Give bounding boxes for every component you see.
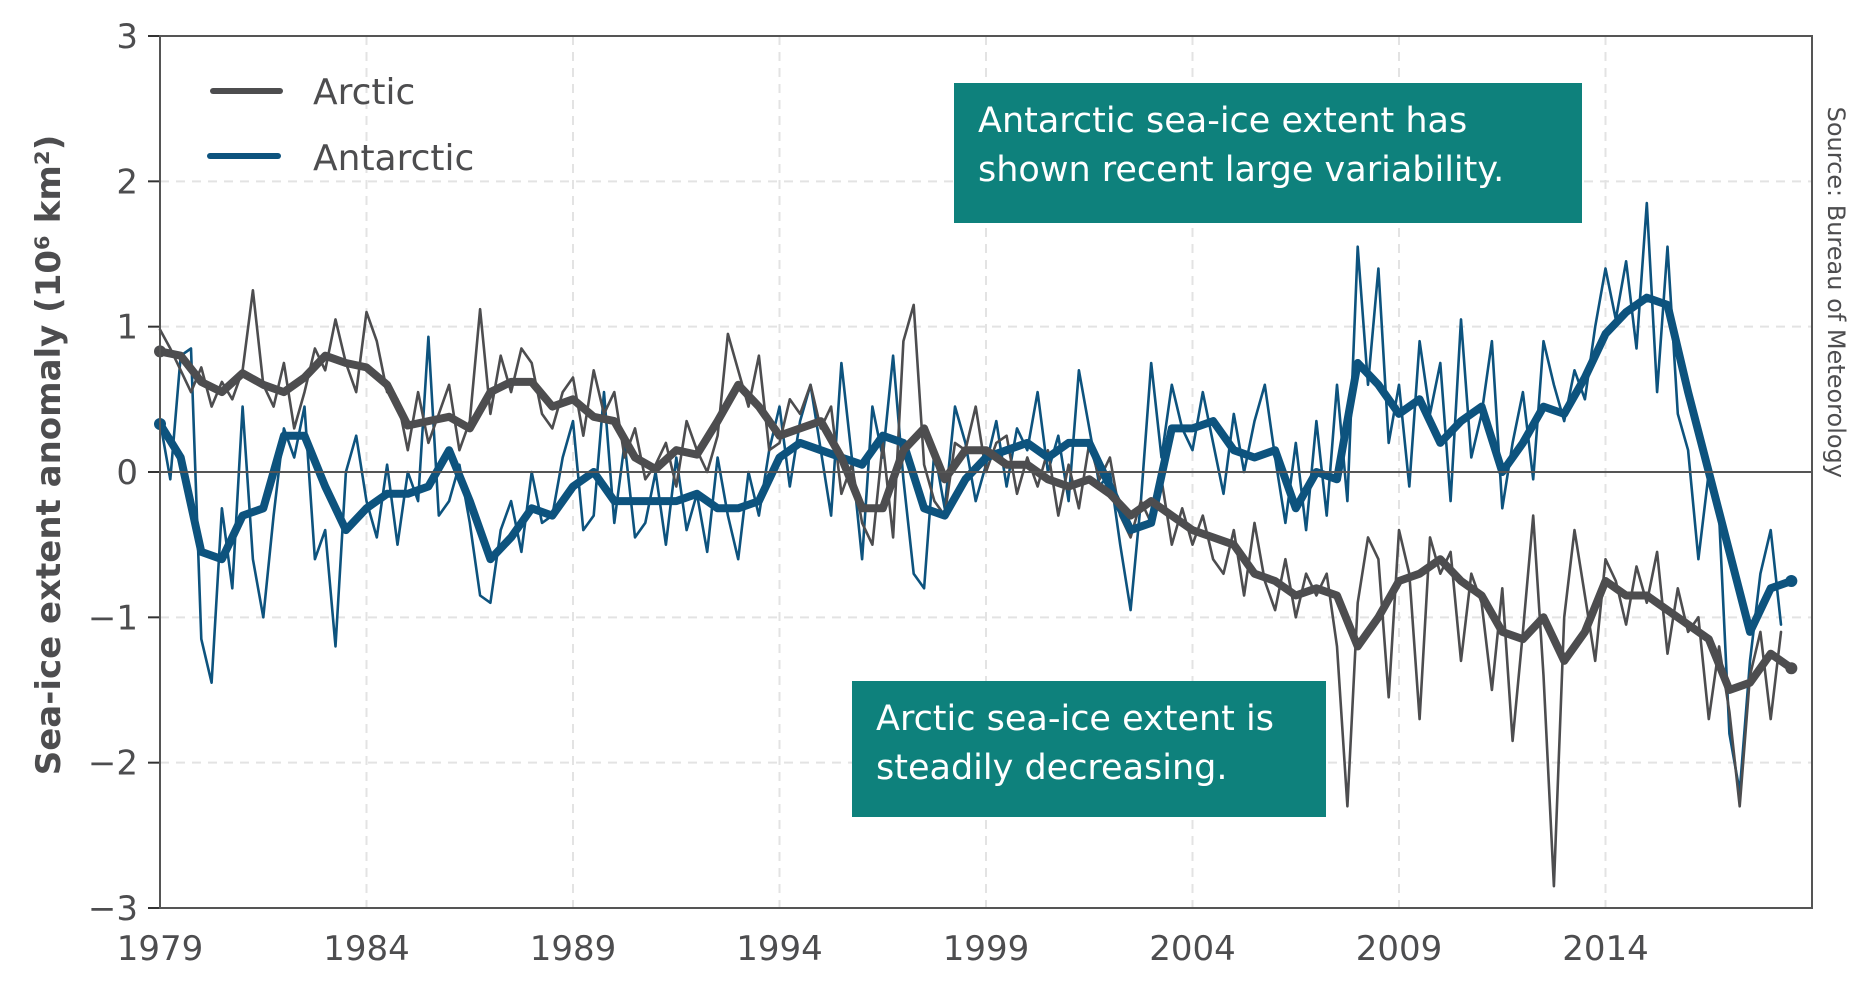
arctic-monthly-line	[158, 288, 1783, 888]
plot-frame	[159, 35, 1813, 909]
arctic-endpoint-marker	[1785, 662, 1798, 675]
x-tick-label: 1989	[530, 929, 617, 969]
x-tick-label: 1994	[736, 929, 823, 969]
annotation-arctic-line-1: Arctic sea-ice extent is	[876, 699, 1274, 739]
source-credit: Source: Bureau of Meteorology	[1822, 107, 1850, 478]
y-axis-label: Sea-ice extent anomaly (10⁶ km²)	[29, 135, 69, 776]
x-tick-label: 1999	[943, 929, 1030, 969]
x-tick-label: 2009	[1356, 929, 1443, 969]
legend-label-arctic: Arctic	[313, 72, 415, 113]
arctic-running-mean-line	[156, 347, 1796, 694]
y-tick-label: −1	[88, 598, 138, 638]
antarctic-endpoint-marker	[1785, 575, 1798, 587]
x-tick-label: 2004	[1149, 929, 1236, 969]
annotation-antarctic: Antarctic sea-ice extent has shown recen…	[954, 83, 1582, 223]
axes	[148, 35, 1813, 909]
annotation-arctic-line-2: steadily decreasing.	[876, 748, 1228, 788]
y-tick-label: 1	[116, 308, 138, 348]
annotation-arctic: Arctic sea-ice extent is steadily decrea…	[852, 681, 1326, 817]
annotation-antarctic-line-2: shown recent large variability.	[978, 150, 1505, 190]
legend-label-antarctic: Antarctic	[313, 138, 474, 179]
x-tick-label: 1984	[323, 929, 410, 969]
x-tick-label: 2014	[1562, 929, 1649, 969]
antarctic-running-mean-line	[156, 293, 1796, 636]
y-tick-label: 3	[116, 17, 138, 57]
annotation-antarctic-line-1: Antarctic sea-ice extent has	[978, 101, 1468, 141]
y-tick-label: −2	[88, 744, 138, 784]
y-tick-label: 0	[116, 453, 138, 493]
x-tick-label: 1979	[117, 929, 204, 969]
y-tick-label: 2	[116, 162, 138, 202]
y-tick-label: −3	[88, 889, 138, 929]
legend: Arctic Antarctic	[207, 72, 474, 179]
